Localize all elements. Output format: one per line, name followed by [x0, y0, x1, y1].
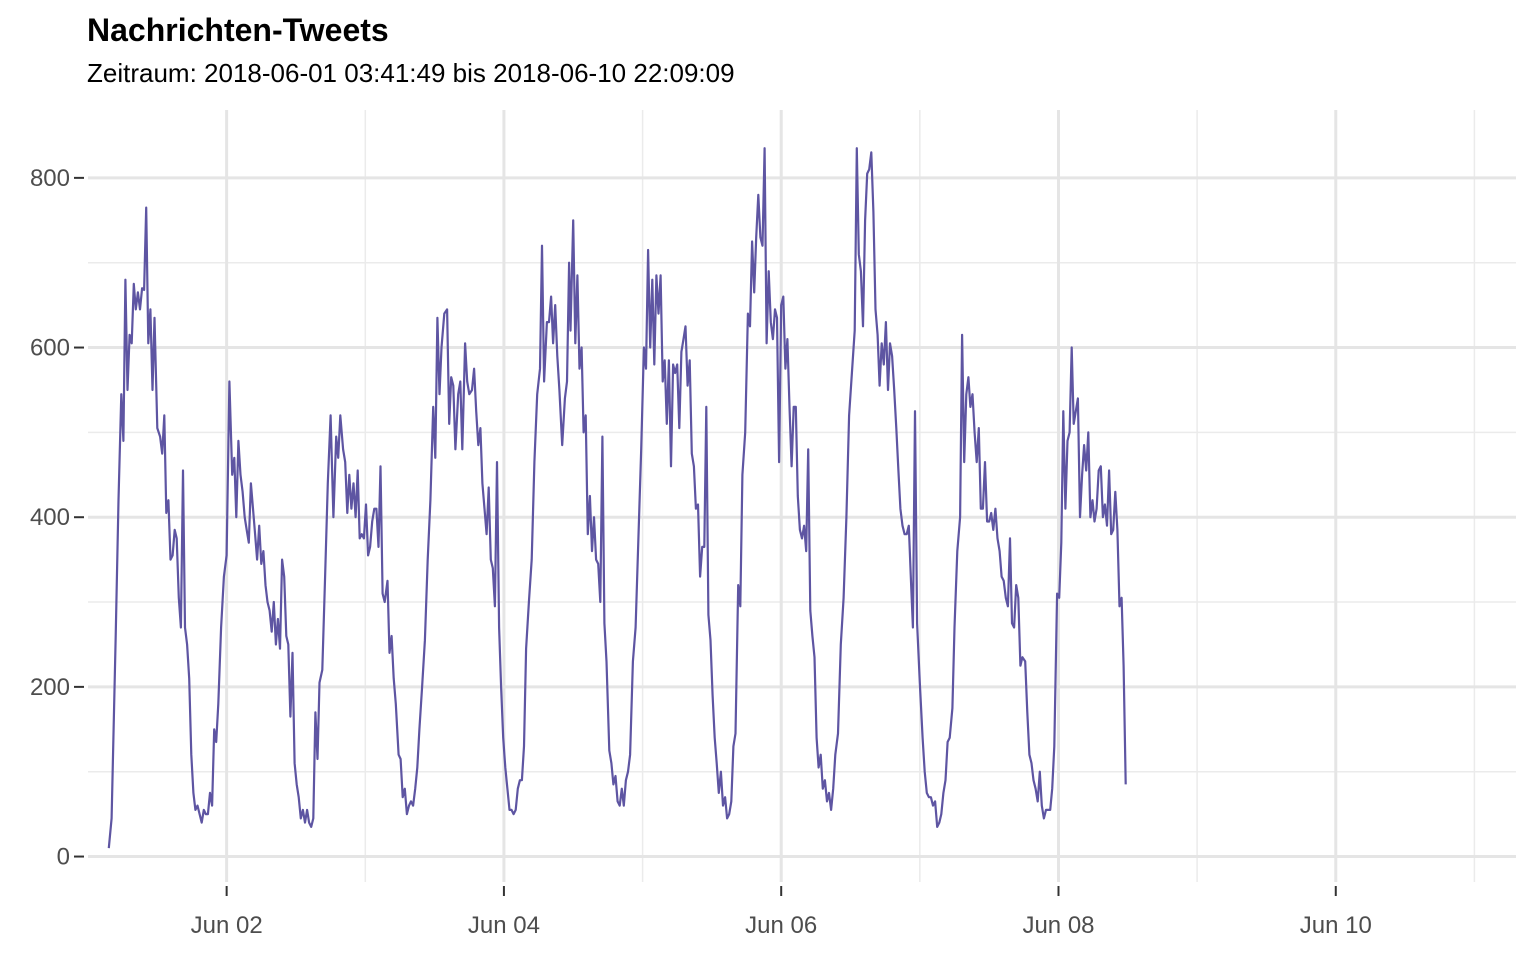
x-tick-label: Jun 02	[191, 912, 263, 939]
y-tick-label: 800	[30, 165, 70, 192]
x-tick-label: Jun 04	[468, 912, 540, 939]
x-tick-label: Jun 10	[1300, 912, 1372, 939]
x-axis: Jun 02 Jun 04 Jun 06 Jun 08 Jun 10	[191, 886, 1372, 939]
y-tick-label: 400	[30, 504, 70, 531]
chart-subtitle: Zeitraum: 2018-06-01 03:41:49 bis 2018-0…	[87, 58, 735, 88]
series-line	[107, 147, 1127, 849]
x-tick-label: Jun 06	[745, 912, 817, 939]
grid-minor	[88, 110, 1516, 882]
series-group	[107, 147, 1127, 849]
chart-title: Nachrichten-Tweets	[87, 12, 389, 48]
grid-major	[88, 110, 1516, 882]
x-tick-label: Jun 08	[1022, 912, 1094, 939]
y-tick-label: 600	[30, 335, 70, 362]
y-axis: 0 200 400 600 800	[30, 165, 84, 871]
y-tick-label: 0	[57, 844, 70, 871]
y-tick-label: 200	[30, 674, 70, 701]
